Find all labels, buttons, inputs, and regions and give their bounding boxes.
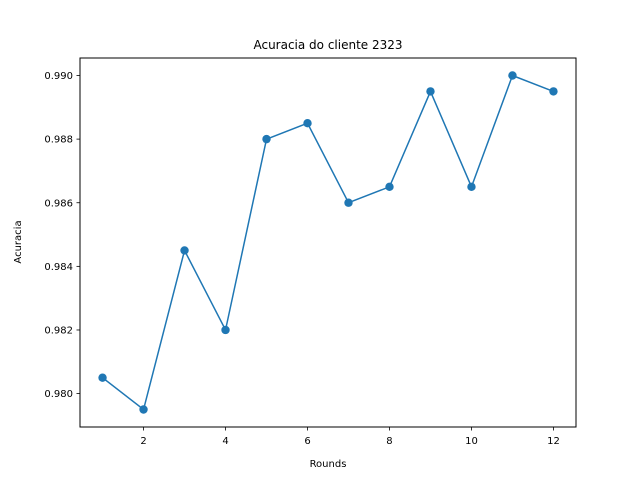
y-tick-label: 0.980 [44,389,73,400]
x-tick-label: 6 [304,436,310,447]
data-point [344,198,353,207]
data-point [426,87,435,96]
y-tick-label: 0.984 [44,262,73,273]
data-point [303,119,312,128]
x-tick-label: 2 [140,436,146,447]
y-tick-label: 0.982 [44,326,73,337]
x-axis-label: Rounds [310,459,347,470]
data-point [508,71,517,80]
data-point [385,182,394,192]
data-point [98,373,107,382]
x-tick-label: 12 [547,436,560,447]
series-line [102,74,554,411]
data-point [262,134,271,144]
y-axis: 0.980 0.982 0.984 0.986 0.988 0.990 [44,71,80,400]
data-point [549,87,558,96]
y-axis-label: Acuracia [13,220,24,263]
x-tick-label: 4 [222,436,228,447]
chart-title: Acuracia do cliente 2323 [253,38,402,52]
data-point [139,405,148,414]
x-tick-label: 8 [386,436,392,447]
data-point [467,182,476,192]
y-tick-label: 0.988 [44,135,73,146]
x-axis: 2 4 6 8 10 12 [140,427,560,447]
y-tick-label: 0.986 [44,198,73,209]
series-points [98,71,558,414]
data-point [221,325,230,335]
data-point [180,246,189,255]
axes-frame [79,57,577,428]
y-tick-label: 0.990 [44,71,73,82]
plot-area [98,71,558,414]
x-tick-label: 10 [465,436,478,447]
